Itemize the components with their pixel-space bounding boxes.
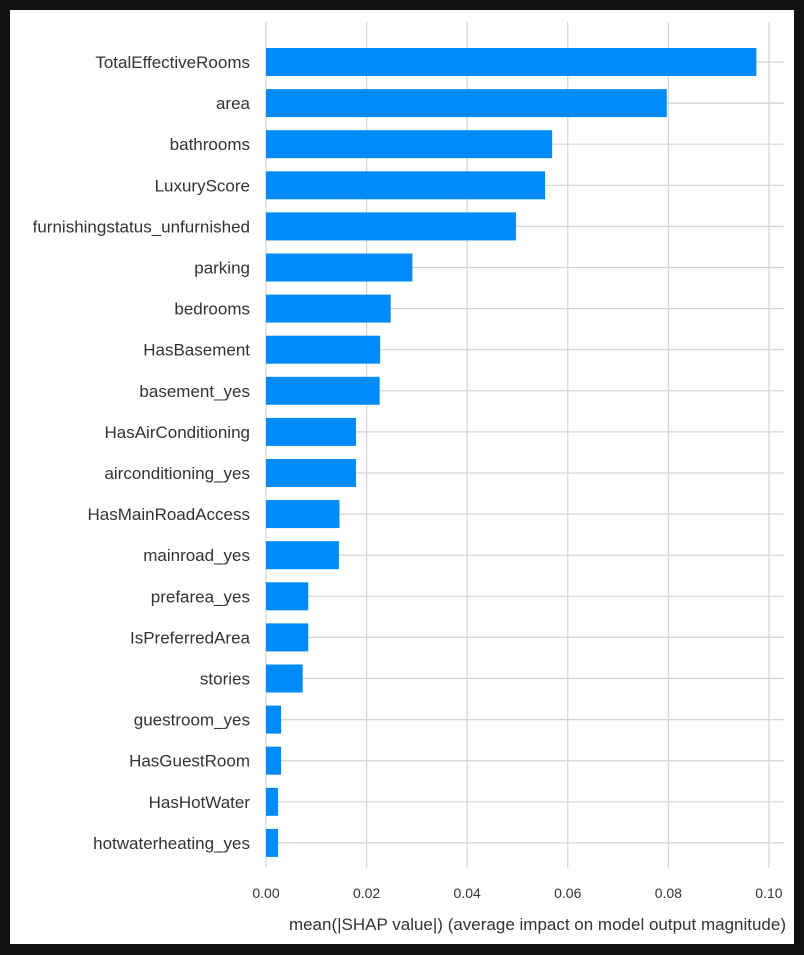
bar-HasBasement — [266, 335, 381, 364]
category-label: stories — [200, 670, 250, 689]
category-label: bedrooms — [174, 300, 250, 319]
x-tick-label: 0.10 — [755, 885, 782, 901]
bar-bathrooms — [266, 130, 553, 159]
category-labels: TotalEffectiveRooms area bathrooms LuxurySc… — [33, 53, 251, 853]
bar-prefarea_yes — [266, 582, 309, 611]
x-tick-labels: 0.00 0.02 0.04 0.06 0.08 0.10 — [252, 885, 782, 901]
category-label: HasAirConditioning — [104, 423, 250, 442]
category-label: basement_yes — [139, 382, 250, 401]
bar-basement_yes — [266, 376, 380, 405]
bar-stories — [266, 664, 303, 693]
category-label: HasGuestRoom — [129, 752, 250, 771]
x-tick-label: 0.02 — [353, 885, 380, 901]
category-label: IsPreferredArea — [130, 628, 251, 647]
bar-parking — [266, 253, 413, 282]
x-tick-label: 0.08 — [655, 885, 682, 901]
bar-LuxuryScore — [266, 171, 546, 200]
category-label: parking — [194, 259, 250, 278]
category-label: HasHotWater — [149, 793, 251, 812]
bar-IsPreferredArea — [266, 623, 309, 652]
bar-HasAirConditioning — [266, 417, 357, 446]
category-label: prefarea_yes — [151, 587, 250, 606]
category-label: bathrooms — [170, 135, 250, 154]
category-label: HasMainRoadAccess — [87, 505, 250, 524]
bar-HasMainRoadAccess — [266, 500, 340, 529]
bar-mainroad_yes — [266, 541, 339, 570]
chart-panel: TotalEffectiveRooms area bathrooms LuxurySc… — [10, 10, 794, 944]
bar-HasGuestRoom — [266, 746, 282, 775]
bar-area — [266, 89, 667, 118]
bar-hotwaterheating_yes — [266, 828, 279, 857]
bar-furnishingstatus_unfurnished — [266, 212, 516, 241]
bar-layer — [266, 48, 757, 857]
x-tick-label: 0.00 — [252, 885, 279, 901]
x-axis-label: mean(|SHAP value|) (average impact on mo… — [289, 915, 786, 934]
bar-HasHotWater — [266, 787, 279, 816]
category-label: mainroad_yes — [143, 546, 250, 565]
category-label: area — [216, 94, 251, 113]
category-label: furnishingstatus_unfurnished — [33, 217, 250, 236]
bar-guestroom_yes — [266, 705, 282, 734]
category-label: TotalEffectiveRooms — [95, 53, 250, 72]
category-label: guestroom_yes — [134, 711, 250, 730]
x-tick-label: 0.06 — [554, 885, 581, 901]
category-label: hotwaterheating_yes — [93, 834, 250, 853]
bar-bedrooms — [266, 294, 391, 323]
x-tick-label: 0.04 — [454, 885, 481, 901]
category-label: LuxuryScore — [155, 176, 250, 195]
bar-TotalEffectiveRooms — [266, 48, 757, 76]
shap-bar-chart: TotalEffectiveRooms area bathrooms LuxurySc… — [33, 22, 786, 934]
bar-airconditioning_yes — [266, 459, 357, 487]
category-label: airconditioning_yes — [104, 464, 250, 483]
category-label: HasBasement — [143, 341, 250, 360]
